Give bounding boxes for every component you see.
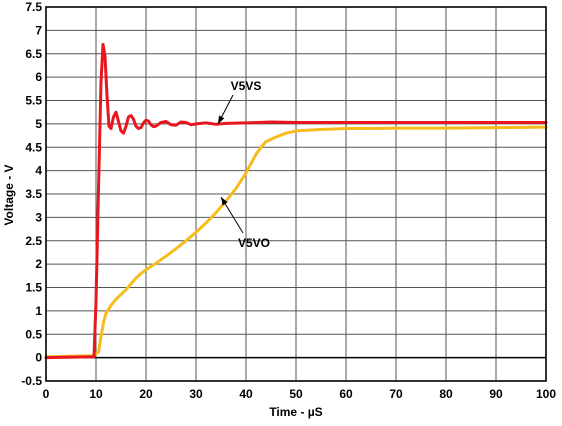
series-line-v5vs (44, 42, 548, 360)
x-tick-label: 60 (339, 387, 353, 401)
y-tick-label: 4.5 (25, 140, 42, 154)
y-tick-label: 3 (35, 210, 42, 224)
y-tick-label: 7 (35, 23, 42, 37)
y-tick-label: 2 (35, 257, 42, 271)
x-tick-label: 100 (536, 387, 556, 401)
annotation-arrow-head-v5vs (218, 115, 225, 124)
y-tick-label: -0.5 (21, 374, 42, 388)
series-layer (44, 42, 548, 360)
x-tick-label: 10 (89, 387, 103, 401)
y-tick-label: 5.5 (25, 94, 42, 108)
annotation-arrow-head-v5vo (221, 197, 228, 206)
y-tick-label: 1.5 (25, 281, 42, 295)
x-tick-label: 20 (139, 387, 153, 401)
x-tick-label: 40 (239, 387, 253, 401)
y-tick-label: 0.5 (25, 327, 42, 341)
x-tick-label: 80 (439, 387, 453, 401)
y-tick-label: 3.5 (25, 187, 42, 201)
series-line-v5vo (44, 125, 548, 359)
y-tick-label: 1 (35, 304, 42, 318)
y-tick-label: 5 (35, 117, 42, 131)
annotation-label-v5vo: V5VO (238, 236, 270, 250)
y-tick-label: 6 (35, 70, 42, 84)
x-tick-label: 70 (389, 387, 403, 401)
y-tick-label: 7.5 (25, 0, 42, 14)
x-tick-label: 50 (289, 387, 303, 401)
tick-labels: 0 10 20 30 40 50 60 70 80 90 100-0.500.511.522.533… (21, 0, 556, 401)
annotation-label-v5vs: V5VS (231, 79, 262, 93)
y-axis-title: Voltage - V (2, 164, 16, 225)
y-tick-label: 0 (35, 351, 42, 365)
annotations: V5VS V5VO (217, 79, 270, 250)
x-tick-label: 30 (189, 387, 203, 401)
x-axis-title: Time - µS (269, 405, 322, 419)
frame-layer (45, 6, 547, 382)
y-tick-label: 4 (35, 164, 42, 178)
plot-frame (45, 6, 547, 382)
x-tick-label: 90 (489, 387, 503, 401)
y-tick-label: 2.5 (25, 234, 42, 248)
x-tick-label: 0 (43, 387, 50, 401)
y-tick-label: 6.5 (25, 47, 42, 61)
